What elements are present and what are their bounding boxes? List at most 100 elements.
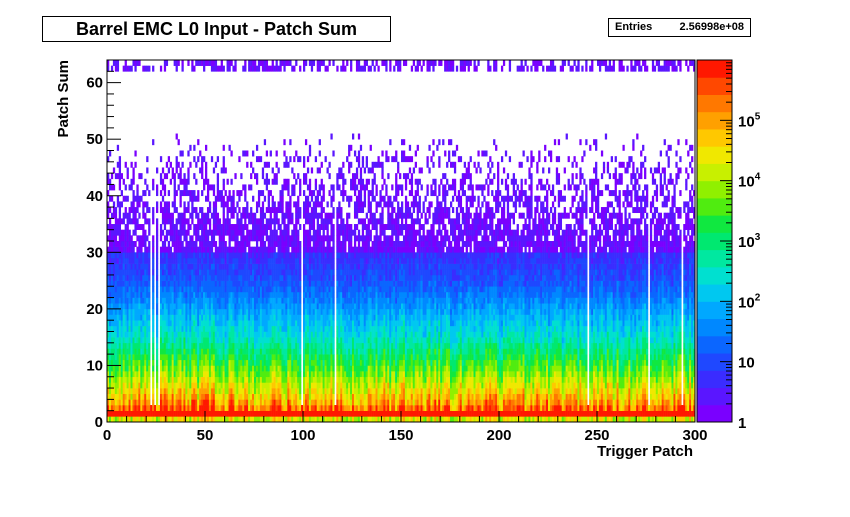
heatmap-cell xyxy=(175,303,178,310)
heatmap-cell xyxy=(197,410,200,417)
heatmap-cell xyxy=(340,371,343,378)
heatmap-cell xyxy=(230,376,233,383)
heatmap-cell xyxy=(230,416,233,423)
heatmap-cell xyxy=(136,280,139,287)
heatmap-cell xyxy=(171,235,174,242)
heatmap-cell xyxy=(336,410,339,417)
heatmap-cell xyxy=(136,274,139,281)
heatmap-cell xyxy=(112,382,116,389)
heatmap-cell xyxy=(175,416,178,423)
heatmap-cell xyxy=(320,291,323,298)
heatmap-cell xyxy=(283,416,286,423)
heatmap-cell xyxy=(273,325,276,332)
heatmap-cell xyxy=(338,410,341,417)
heatmap-cell xyxy=(250,263,253,270)
heatmap-cell xyxy=(224,286,227,293)
heatmap-cell xyxy=(222,348,225,355)
heatmap-cell xyxy=(261,241,265,247)
heatmap-cell xyxy=(254,65,257,72)
heatmap-cell xyxy=(195,320,198,327)
heatmap-cell xyxy=(316,257,319,264)
heatmap-cell xyxy=(242,342,245,349)
heatmap-cell xyxy=(304,405,308,411)
heatmap-cell xyxy=(346,348,349,355)
heatmap-cell xyxy=(171,376,174,383)
heatmap-cell xyxy=(281,405,284,411)
heatmap-cell xyxy=(189,359,192,366)
heatmap-cell xyxy=(338,229,341,236)
heatmap-cell xyxy=(146,382,149,389)
heatmap-cell xyxy=(295,212,298,219)
heatmap-cell xyxy=(312,274,316,281)
heatmap-cell xyxy=(297,331,300,338)
heatmap-cell xyxy=(134,308,137,315)
heatmap-cell xyxy=(303,291,306,298)
heatmap-cell xyxy=(326,337,329,344)
heatmap-cell xyxy=(240,399,243,406)
heatmap-cell xyxy=(340,167,343,174)
heatmap-cell xyxy=(261,212,265,219)
heatmap-cell xyxy=(171,252,174,259)
heatmap-cell xyxy=(344,286,347,293)
heatmap-cell xyxy=(352,257,355,264)
heatmap-cell xyxy=(259,388,263,395)
heatmap-cell xyxy=(310,263,314,270)
heatmap-cell xyxy=(152,286,155,293)
heatmap-cell xyxy=(248,184,251,191)
heatmap-cell xyxy=(269,207,272,214)
heatmap-cell xyxy=(246,263,249,270)
heatmap-cell xyxy=(324,399,327,406)
heatmap-cell xyxy=(328,325,331,332)
heatmap-cell xyxy=(146,314,149,321)
heatmap-cell xyxy=(118,286,122,293)
heatmap-cell xyxy=(316,388,319,395)
heatmap-cell xyxy=(167,359,171,366)
heatmap-cell xyxy=(271,201,274,208)
heatmap-cell xyxy=(118,371,122,378)
heatmap-cell xyxy=(232,297,235,304)
heatmap-cell xyxy=(148,410,151,417)
heatmap-cell xyxy=(332,308,335,315)
heatmap-cell xyxy=(303,229,306,236)
heatmap-cell xyxy=(263,399,267,406)
heatmap-cell xyxy=(255,263,259,270)
heatmap-cell xyxy=(146,280,149,287)
heatmap-cell xyxy=(252,405,255,411)
heatmap-cell xyxy=(195,382,198,389)
heatmap-cell xyxy=(285,410,288,417)
heatmap-cell xyxy=(330,325,333,332)
heatmap-cell xyxy=(255,218,259,225)
heatmap-cell xyxy=(116,269,120,276)
heatmap-cell xyxy=(201,280,204,287)
heatmap-cell xyxy=(156,207,159,214)
heatmap-cell xyxy=(116,382,120,389)
heatmap-cell xyxy=(314,286,318,293)
heatmap-cell xyxy=(181,303,184,310)
heatmap-cell xyxy=(146,235,149,242)
heatmap-cell xyxy=(195,308,198,315)
heatmap-cell xyxy=(322,331,325,338)
heatmap-cell xyxy=(297,207,300,214)
heatmap-cell xyxy=(118,303,122,310)
heatmap-cell xyxy=(195,325,198,332)
heatmap-cell xyxy=(122,348,125,355)
heatmap-cell xyxy=(263,280,267,287)
heatmap-cell xyxy=(259,303,263,310)
heatmap-cell xyxy=(193,291,196,298)
heatmap-cell xyxy=(187,274,190,281)
heatmap-cell xyxy=(338,224,341,230)
heatmap-cell xyxy=(236,320,239,327)
heatmap-cell xyxy=(348,303,351,310)
heatmap-cell xyxy=(159,257,163,264)
heatmap-cell xyxy=(191,405,194,411)
heatmap-cell xyxy=(205,388,208,395)
heatmap-cell xyxy=(338,252,341,259)
heatmap-cell xyxy=(216,382,220,389)
heatmap-cell xyxy=(342,218,345,225)
heatmap-cell xyxy=(350,371,353,378)
heatmap-cell xyxy=(177,161,180,168)
heatmap-cell xyxy=(195,388,198,395)
heatmap-cell xyxy=(210,314,214,321)
heatmap-cell xyxy=(304,342,308,349)
